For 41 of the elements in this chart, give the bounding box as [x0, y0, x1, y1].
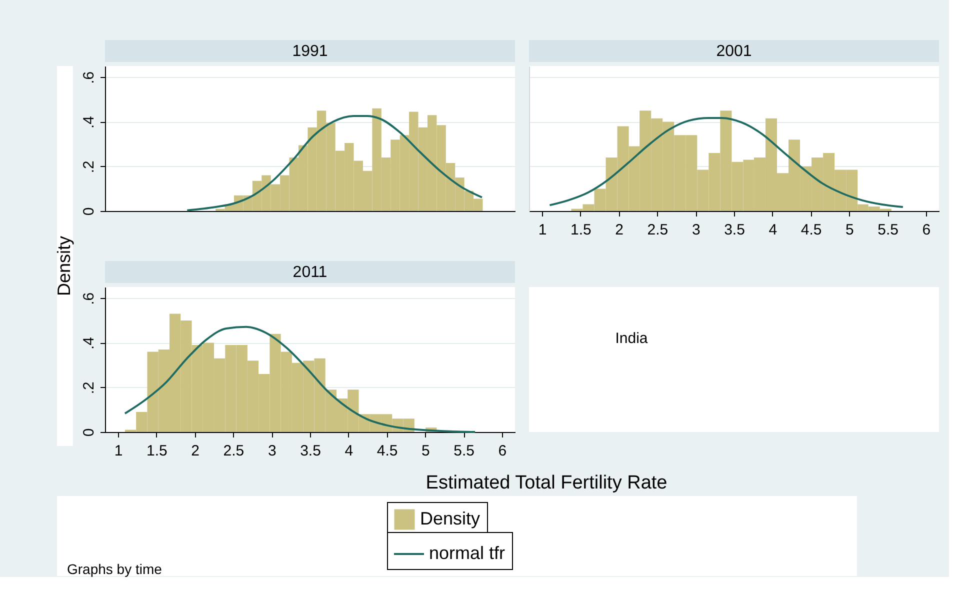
text: Graphs by time — [67, 561, 162, 577]
x-tick-label: 5.5 — [878, 222, 898, 238]
x-tick-label: 3 — [692, 222, 700, 238]
line-series — [186, 114, 483, 212]
x-axis-title: Estimated Total Fertility Rate — [426, 472, 668, 494]
chart-title: 2001 — [716, 43, 752, 60]
x-tick-label: 2 — [191, 442, 200, 460]
x-tick-label: 2 — [615, 222, 624, 238]
x-tick-label: 5.5 — [454, 442, 474, 460]
y-tick-label: .2 — [80, 160, 98, 174]
x-tick-label: 2.5 — [223, 442, 244, 460]
x-tick-label: 1 — [538, 222, 547, 238]
y-tick-label: .6 — [80, 71, 98, 84]
y-tick-label: 0 — [80, 428, 98, 437]
legend-label: normal tfr — [429, 543, 506, 563]
y-tick-label: .6 — [80, 292, 98, 305]
x-tick-label: 6 — [498, 442, 507, 460]
x-tick-label: 2.5 — [647, 222, 668, 238]
y-tick-label: .4 — [80, 337, 98, 350]
x-tick-label: 4 — [344, 442, 354, 460]
y-tick-label: .2 — [80, 382, 98, 394]
y-axis-title: Density — [54, 236, 74, 296]
x-tick-label: 4.5 — [376, 442, 398, 460]
line-series — [124, 326, 476, 433]
x-tick-label: 1 — [114, 442, 123, 460]
x-tick-label: 5 — [421, 442, 430, 460]
x-tick-label: 3.5 — [300, 442, 321, 460]
x-tick-label: 4.5 — [800, 222, 822, 238]
text: India — [615, 330, 648, 347]
legend-label: Density — [420, 508, 480, 528]
x-tick-label: 5 — [845, 222, 854, 238]
x-tick-label: 1.5 — [570, 222, 592, 238]
x-tick-label: 1.5 — [146, 442, 168, 460]
y-tick-label: .4 — [80, 116, 98, 129]
chart-title: 1991 — [292, 43, 328, 60]
chart-title: 2011 — [292, 264, 328, 281]
x-tick-label: 6 — [922, 222, 931, 238]
x-tick-label: 3.5 — [724, 222, 745, 238]
x-tick-label: 4 — [768, 222, 778, 238]
y-tick-label: 0 — [80, 207, 98, 216]
x-tick-label: 3 — [268, 442, 276, 460]
